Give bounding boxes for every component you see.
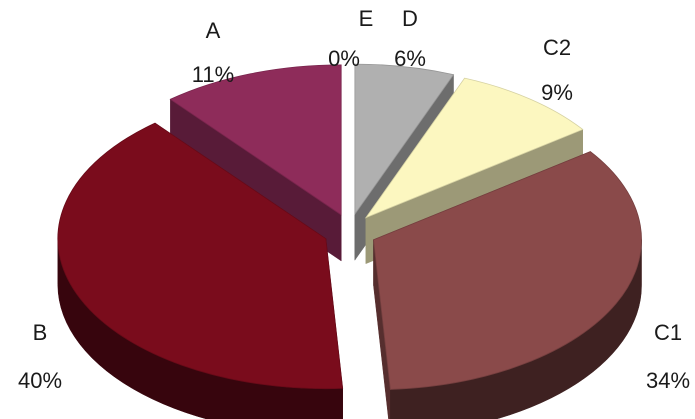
slice-c1 [373, 151, 642, 419]
label-a-value: 11% [192, 62, 234, 87]
label-c1-value: 34% [646, 368, 690, 393]
label-c1-name: C1 [654, 320, 682, 345]
label-a-name: A [206, 18, 221, 43]
slice-c1-top [373, 151, 642, 390]
label-c2-name: C2 [543, 35, 571, 60]
slice-d-top [354, 63, 455, 216]
slice-a-top [169, 64, 342, 216]
label-c2-value: 9% [541, 80, 573, 105]
slice-c2-top [364, 77, 584, 219]
pie-slices [57, 63, 642, 419]
label-b-value: 40% [18, 368, 62, 393]
pie-labels: E 0% D 6% C2 9% C1 34% B 40% A 11% [18, 6, 690, 393]
label-b-name: B [33, 320, 48, 345]
label-e-name: E [359, 6, 374, 31]
label-d-name: D [402, 6, 418, 31]
slice-b-top [57, 122, 344, 390]
label-d-value: 6% [394, 46, 426, 71]
slice-b [57, 122, 344, 419]
label-e-value: 0% [328, 46, 360, 71]
